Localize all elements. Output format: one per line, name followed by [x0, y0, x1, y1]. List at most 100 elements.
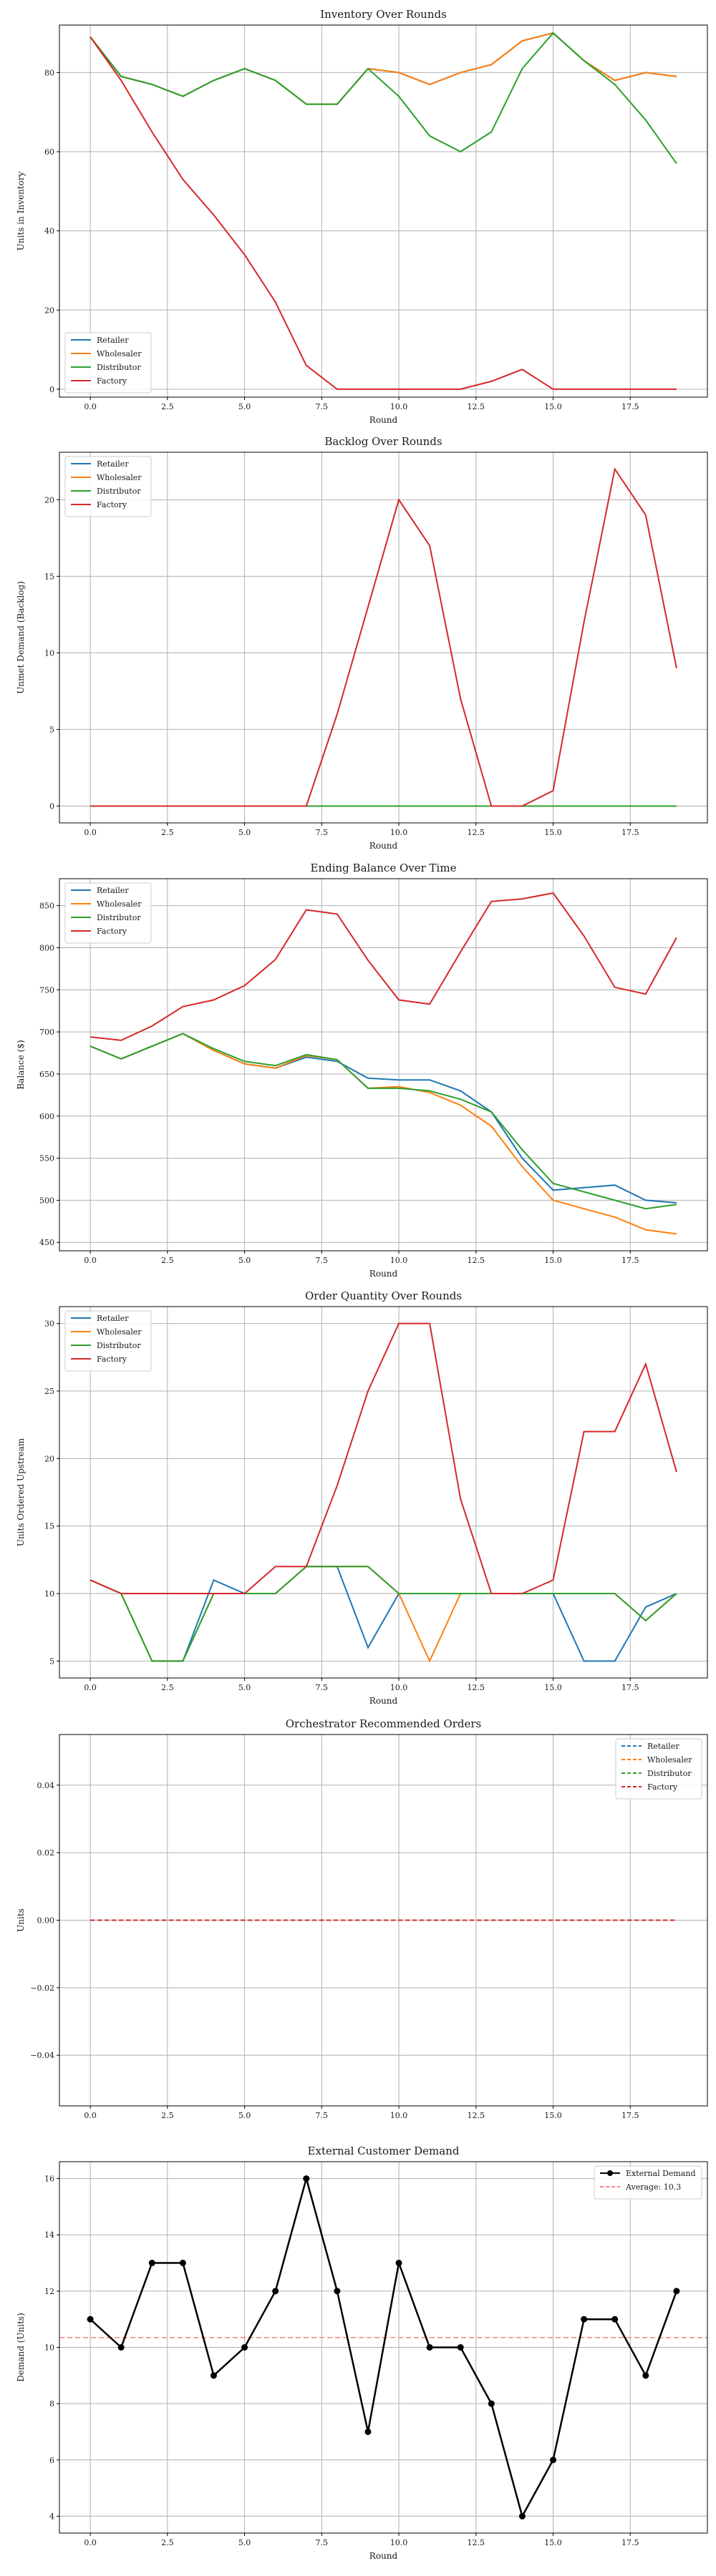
series-line — [90, 467, 677, 807]
legend-marker — [607, 2170, 613, 2176]
x-axis-label: Round — [369, 841, 398, 851]
y-tick-label: 25 — [44, 1387, 54, 1396]
y-tick-label: 600 — [39, 1112, 54, 1121]
legend-label: Retailer — [97, 1314, 129, 1323]
series-retailer — [90, 1566, 677, 1662]
x-tick-label: 17.5 — [621, 1683, 639, 1692]
series-distributor — [90, 31, 677, 165]
data-point — [611, 2316, 619, 2323]
y-tick-label: 0 — [49, 801, 54, 811]
x-tick-label: 0.0 — [84, 828, 97, 837]
y-tick-label: 850 — [39, 902, 54, 911]
x-axis: 0.0 2.5 5.0 7.5 10.0 12.5 15.0 17.5 — [84, 25, 639, 411]
chart-title: Ending Balance Over Time — [311, 862, 457, 874]
chart-1: Backlog Over Rounds 0.0 2.5 5.0 7.5 10.0 12.5 1… — [16, 435, 708, 851]
y-tick-label: 20 — [44, 1454, 54, 1463]
x-tick-label: 15.0 — [544, 1683, 562, 1692]
legend-label: Wholesaler — [97, 1327, 142, 1337]
legend-label: Retailer — [97, 336, 129, 345]
series-line — [90, 1033, 677, 1235]
legend-label: Wholesaler — [647, 1755, 692, 1765]
y-tick-label: 800 — [39, 943, 54, 952]
x-tick-label: 2.5 — [161, 1683, 174, 1692]
data-point — [488, 2400, 495, 2407]
x-tick-label: 10.0 — [390, 828, 408, 837]
y-tick-label: 700 — [39, 1028, 54, 1037]
legend-label: Wholesaler — [97, 473, 142, 482]
data-point — [303, 2175, 310, 2182]
series-line — [90, 1033, 677, 1210]
legend: Retailer Wholesaler Distributor Factory — [64, 882, 152, 944]
x-tick-label: 7.5 — [316, 1683, 329, 1692]
x-tick-label: 10.0 — [390, 2538, 408, 2547]
x-tick-label: 5.0 — [238, 1683, 251, 1692]
series-line — [90, 1322, 677, 1594]
x-tick-label: 2.5 — [161, 2538, 174, 2547]
x-tick-label: 5.0 — [238, 828, 251, 837]
x-tick-label: 0.0 — [84, 1683, 97, 1692]
legend-label: Distributor — [97, 363, 141, 372]
x-tick-label: 0.0 — [84, 2111, 97, 2120]
data-point — [364, 2428, 372, 2435]
x-tick-label: 10.0 — [390, 402, 408, 411]
series-factory — [90, 1322, 677, 1594]
legend-label: Distributor — [97, 1341, 141, 1350]
x-axis: 0.0 2.5 5.0 7.5 10.0 12.5 15.0 17.5 — [84, 1307, 639, 1692]
legend-box — [64, 882, 152, 944]
x-tick-label: 5.0 — [238, 2111, 251, 2120]
legend-box — [64, 1310, 152, 1372]
chart-0: Inventory Over Rounds 0.0 2.5 5.0 7.5 10.0 12.… — [16, 8, 708, 425]
plot-frame — [59, 2161, 708, 2534]
chart-title: Orchestrator Recommended Orders — [286, 1717, 482, 1730]
data-point — [148, 2260, 155, 2267]
y-tick-label: 450 — [39, 1238, 54, 1247]
data-point — [581, 2316, 588, 2323]
y-tick-label: 0.00 — [37, 1916, 55, 1926]
legend-label: Factory — [647, 1782, 678, 1792]
x-tick-label: 0.0 — [84, 1256, 97, 1265]
x-axis-label: Round — [369, 1269, 398, 1279]
legend-box — [64, 456, 152, 517]
series-line — [90, 2175, 678, 2519]
plot-frame — [59, 878, 708, 1252]
y-tick-label: 30 — [44, 1319, 54, 1329]
x-tick-label: 10.0 — [390, 1256, 408, 1265]
data-point — [550, 2457, 557, 2464]
y-tick-label: −0.02 — [30, 1984, 54, 1993]
y-tick-label: 0.02 — [37, 1848, 55, 1858]
series-wholesaler — [90, 1033, 677, 1235]
plot-frame — [59, 24, 708, 398]
data-point — [87, 2316, 94, 2323]
y-tick-label: 8 — [49, 2399, 54, 2409]
legend-label: Factory — [97, 376, 127, 386]
y-tick-label: 500 — [39, 1196, 54, 1205]
y-axis-label: Demand (Units) — [16, 2313, 26, 2382]
x-tick-label: 5.0 — [238, 402, 251, 411]
x-tick-label: 7.5 — [316, 828, 329, 837]
x-tick-label: 2.5 — [161, 402, 174, 411]
series-line — [90, 1566, 677, 1662]
x-axis-label: Round — [369, 1696, 398, 1706]
x-tick-label: 2.5 — [161, 1256, 174, 1265]
x-tick-label: 15.0 — [544, 1256, 562, 1265]
y-tick-label: 10 — [44, 648, 54, 658]
chart-2: Ending Balance Over Time 0.0 2.5 5.0 7.5 10.0… — [16, 862, 708, 1279]
x-axis-label: Round — [369, 415, 398, 425]
y-axis-label: Units Ordered Upstream — [16, 1438, 26, 1546]
chart-title: External Customer Demand — [308, 2145, 460, 2157]
series-line — [90, 31, 677, 165]
x-axis: 0.0 2.5 5.0 7.5 10.0 12.5 15.0 17.5 — [84, 2162, 639, 2547]
y-tick-label: 4 — [49, 2512, 54, 2521]
series-wholesaler — [90, 31, 677, 105]
x-tick-label: 5.0 — [238, 2538, 251, 2547]
data-point — [117, 2344, 125, 2351]
chart-title: Backlog Over Rounds — [324, 435, 442, 448]
x-tick-label: 12.5 — [468, 1683, 485, 1692]
x-tick-label: 10.0 — [390, 1683, 408, 1692]
plot-frame — [59, 452, 708, 824]
data-point — [395, 2260, 402, 2267]
y-tick-label: 40 — [44, 227, 54, 236]
y-tick-label: 15 — [44, 1522, 54, 1531]
x-tick-label: 7.5 — [316, 402, 329, 411]
chart-title: Inventory Over Rounds — [320, 8, 447, 21]
